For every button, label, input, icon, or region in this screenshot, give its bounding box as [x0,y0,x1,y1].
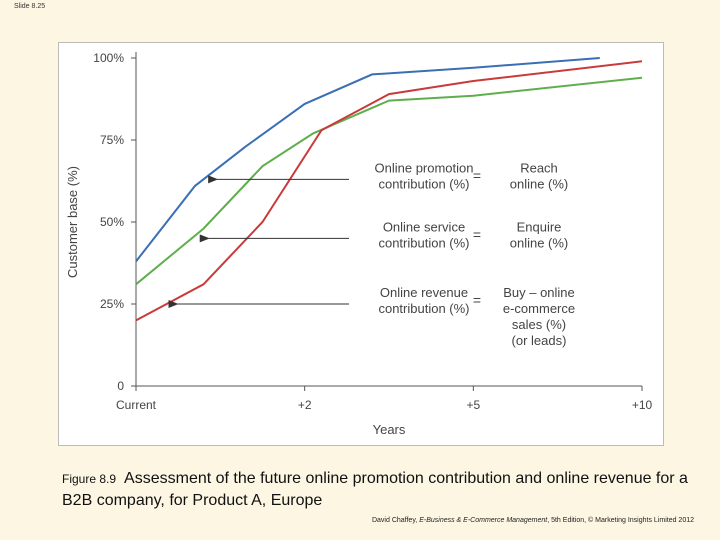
annotation-right-line: online (%) [510,176,569,191]
annotation-right-line: sales (%) [512,317,566,332]
y-axis-label: Customer base (%) [65,166,80,278]
credit-edition: , 5th Edition, © Marketing Insights Limi… [547,517,694,524]
annotation-equals: = [473,167,481,183]
chart-frame: 0 25% 50% 75% 100% Current +2 +5 +10 Years Custome… [58,42,664,446]
y-tick-label: 100% [93,51,124,65]
credit-author: David Chaffey, [371,517,418,524]
figure-caption-text: Assessment of the future online promotio… [62,470,688,509]
x-tick-label: Current [116,398,157,412]
annotation-left-line1: Online revenue [380,285,468,300]
annotation-left-line2: contribution (%) [378,176,469,191]
figure-number: Figure 8.9 [62,472,117,486]
y-tick-label: 50% [100,215,124,229]
x-tick-label: +2 [298,398,312,412]
series-line-2 [135,76,643,286]
annotation-right-line: online (%) [510,235,569,250]
y-tick-label: 25% [100,297,124,311]
x-axis-label: Years [373,422,406,437]
credit-title: E-Business & E-Commerce Management [419,517,548,524]
annotation-right-line: e-commerce [503,301,575,316]
credit-line: David Chaffey, E-Business & E-Commerce M… [372,517,694,524]
annotation-right-line: Reach [520,160,558,175]
annotation-equals: = [473,226,481,242]
annotation-left-line1: Online service [383,219,465,234]
annotation-left-line2: contribution (%) [378,235,469,250]
annotation-right-line: Buy – online [503,285,575,300]
annotation-right-line: (or leads) [512,333,567,348]
slide-label: Slide 8.25 [14,3,46,10]
annotation-left-line2: contribution (%) [378,301,469,316]
y-tick-label: 75% [100,133,124,147]
annotation-right-line: Enquire [517,219,562,234]
y-tick-label: 0 [117,379,124,393]
customer-base-chart: 0 25% 50% 75% 100% Current +2 +5 +10 Years Custome… [65,51,653,437]
figure-caption: Figure 8.9 Assessment of the future onli… [62,468,702,511]
series-line-3 [135,60,643,322]
x-tick-label: +10 [632,398,653,412]
annotation-left-line1: Online promotion [375,160,474,175]
annotation-equals: = [473,292,481,308]
x-tick-label: +5 [466,398,480,412]
series-line-1 [135,57,600,263]
